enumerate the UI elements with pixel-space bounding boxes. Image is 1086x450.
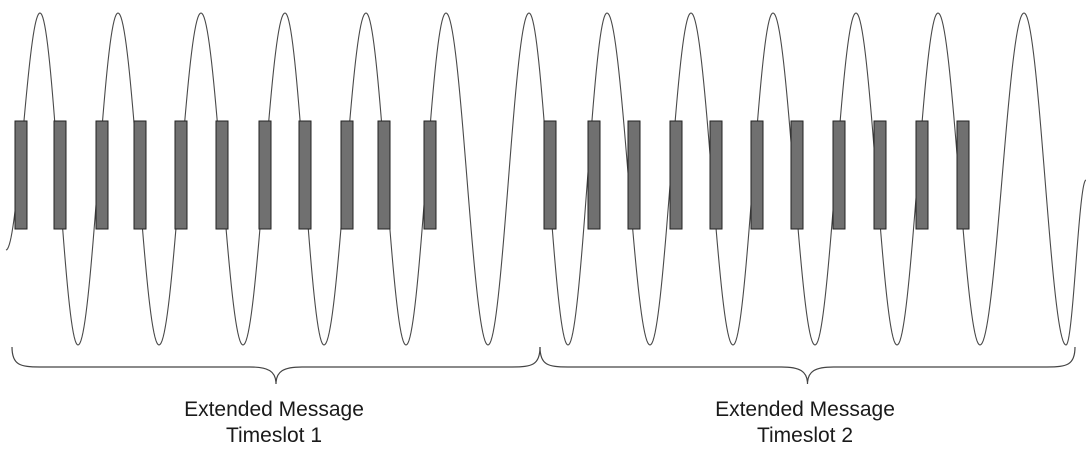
timeslot-1-label-line2: Timeslot 1 — [225, 424, 323, 447]
burst-rect-slot1-7 — [258, 120, 272, 230]
timeslot-2-label-line2: Timeslot 2 — [756, 424, 854, 447]
burst-rect-slot1-10 — [377, 120, 391, 230]
timeslot-2-label-line1: Extended Message — [715, 398, 895, 421]
burst-rect-slot2-6 — [750, 120, 764, 230]
burst-rect-slot1-4 — [133, 120, 147, 230]
timeslot-1-brace — [11, 346, 541, 385]
burst-rect-slot2-4 — [669, 120, 683, 230]
burst-rect-slot2-9 — [873, 120, 887, 230]
burst-rect-slot2-5 — [709, 120, 723, 230]
burst-rect-slot1-2 — [53, 120, 67, 230]
burst-rect-slot2-11 — [956, 120, 970, 230]
timeslot-2-label: Extended Message Timeslot 2 — [655, 397, 955, 449]
burst-rect-slot1-11 — [423, 120, 437, 230]
burst-rect-slot1-9 — [340, 120, 354, 230]
burst-rect-slot1-8 — [298, 120, 312, 230]
timeslot-2-brace — [539, 346, 1076, 385]
burst-rect-slot2-3 — [627, 120, 641, 230]
burst-rect-slot1-3 — [95, 120, 109, 230]
burst-rect-slot2-10 — [915, 120, 929, 230]
burst-group — [14, 120, 970, 230]
burst-rect-slot1-6 — [215, 120, 229, 230]
burst-rect-slot2-7 — [790, 120, 804, 230]
burst-rect-slot2-2 — [587, 120, 601, 230]
timeslot-1-label: Extended Message Timeslot 1 — [124, 397, 424, 449]
timeslot-1-label-line1: Extended Message — [184, 398, 364, 421]
burst-rect-slot1-5 — [174, 120, 188, 230]
burst-rect-slot2-1 — [543, 120, 557, 230]
burst-rect-slot2-8 — [832, 120, 846, 230]
burst-rect-slot1-1 — [14, 120, 28, 230]
